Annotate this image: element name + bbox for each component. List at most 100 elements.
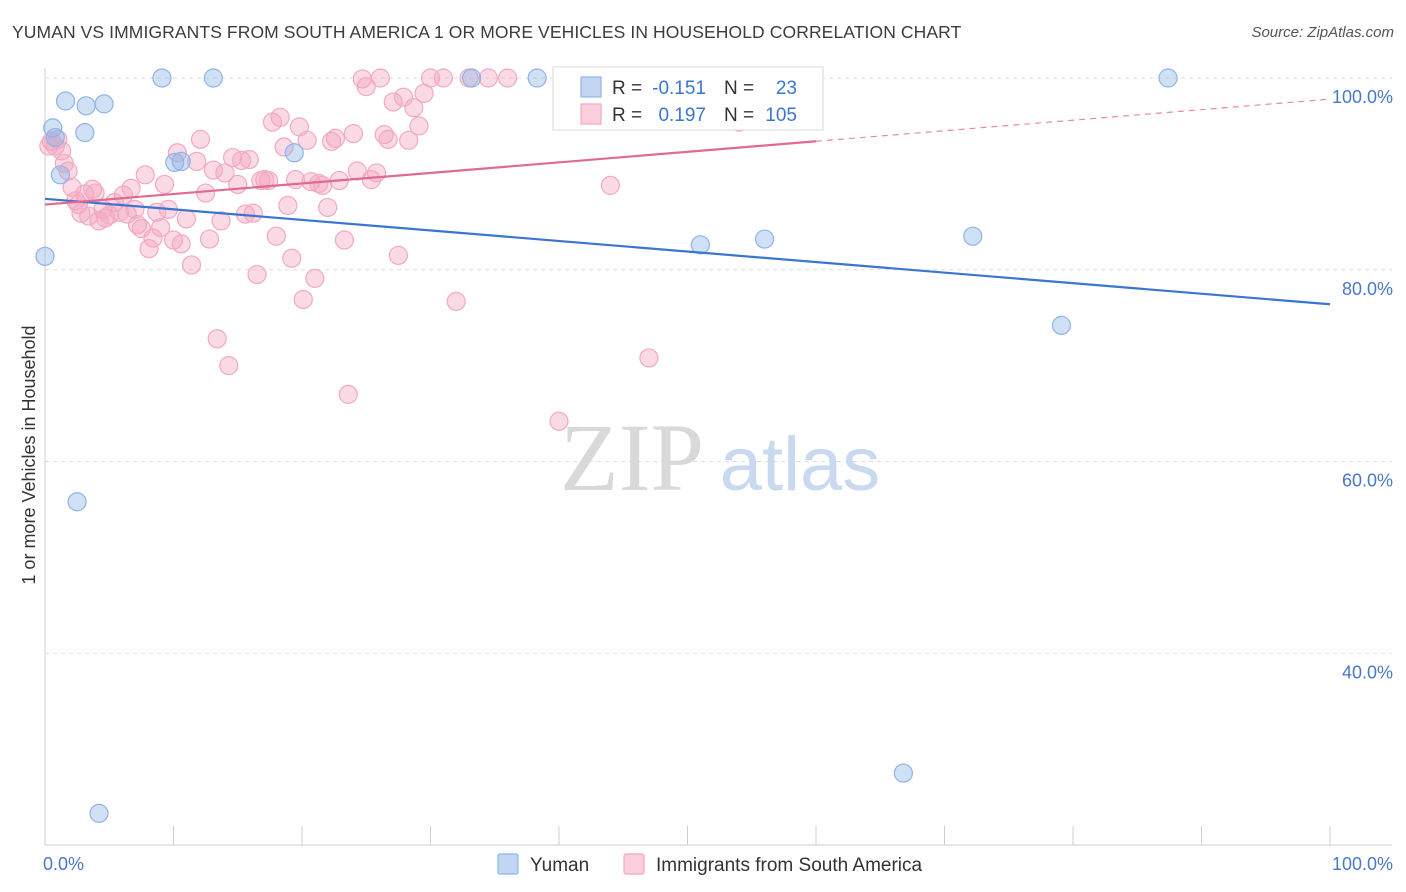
y-tick-label: 80.0% (1342, 279, 1393, 299)
immigrants-point (409, 116, 429, 136)
immigrants-point (383, 92, 403, 112)
r-value: 0.197 (658, 105, 706, 126)
immigrants-point (199, 229, 220, 249)
immigrants-point (366, 163, 387, 183)
n-value: 105 (765, 105, 797, 126)
series-legend: Yuman Immigrants from South America (497, 853, 923, 876)
y-tick-label: 40.0% (1342, 662, 1393, 682)
immigrants-point (293, 289, 313, 310)
yuman-point (1158, 68, 1178, 88)
x-tick-label: 100.0% (1332, 854, 1393, 874)
yuman-legend-swatch (497, 853, 519, 875)
immigrants-trend-line (44, 140, 817, 206)
immigrants-point (121, 178, 141, 198)
grid-lines (45, 77, 1392, 654)
yuman-point (75, 123, 95, 143)
r-label: R = (612, 105, 642, 126)
immigrants-point (270, 107, 290, 127)
immigrants-point (274, 137, 294, 157)
immigrants-point (498, 68, 518, 88)
watermark-atlas: atlas (720, 422, 881, 507)
immigrants-point (127, 215, 148, 235)
yuman-point (462, 68, 482, 88)
immigrants-point (211, 211, 231, 231)
immigrants-point (399, 130, 419, 150)
yuman-point (754, 229, 775, 249)
immigrants-point (325, 128, 346, 149)
immigrants-point (154, 174, 175, 195)
y-tick-label: 60.0% (1342, 471, 1393, 491)
immigrants-point (370, 68, 390, 88)
yuman-point (45, 127, 65, 148)
immigrants-point (338, 384, 358, 404)
immigrants-point (600, 175, 621, 195)
yuman-point (284, 143, 304, 163)
stats-legend: R = -0.151 N = 23 R = 0.197 N = 105 (552, 66, 824, 131)
immigrants-point (171, 234, 191, 254)
n-label: N = (724, 78, 754, 99)
yuman-point (55, 91, 76, 111)
immigrants-point (247, 264, 267, 285)
immigrants-point (312, 175, 333, 195)
immigrants-point (549, 411, 569, 431)
n-value: 23 (776, 78, 797, 99)
immigrants-swatch (580, 103, 602, 125)
immigrants-point (187, 151, 207, 172)
yuman-point (67, 492, 87, 512)
immigrants-point (305, 268, 325, 288)
yuman-point (165, 152, 185, 172)
immigrants-point (343, 124, 363, 144)
immigrants-point (151, 217, 171, 238)
immigrants-trend-extension (815, 98, 1331, 142)
yuman-point (152, 68, 172, 88)
immigrants-point (433, 68, 453, 88)
immigrants-point (446, 291, 466, 311)
y-axis-title: 1 or more Vehicles in Household (19, 325, 39, 584)
immigrants-legend-label: Immigrants from South America (656, 855, 923, 876)
immigrants-point (219, 356, 239, 376)
immigrants-point (143, 228, 163, 248)
immigrants-point (71, 203, 91, 223)
immigrants-point (478, 68, 498, 88)
immigrants-point (243, 203, 263, 223)
immigrants-point (176, 209, 196, 229)
immigrants-point (378, 129, 398, 149)
yuman-point (690, 235, 710, 255)
yuman-point (203, 68, 223, 88)
yuman-swatch (580, 76, 602, 98)
yuman-point (527, 68, 547, 88)
chart-title: YUMAN VS IMMIGRANTS FROM SOUTH AMERICA 1… (12, 22, 962, 42)
r-label: R = (612, 78, 642, 99)
yuman-point (35, 246, 55, 266)
yuman-point (171, 151, 191, 172)
immigrants-point (282, 248, 302, 268)
yuman-trend-line (44, 197, 1331, 306)
immigrants-point (334, 230, 355, 250)
immigrants-point (356, 77, 376, 97)
immigrants-point (228, 174, 248, 195)
immigrants-point (135, 165, 155, 185)
immigrants-point (266, 226, 286, 246)
immigrants-point (207, 329, 227, 349)
n-label: N = (724, 105, 754, 126)
immigrants-point (239, 149, 259, 170)
yuman-legend-label: Yuman (530, 855, 589, 876)
watermark-zip: ZIP (560, 404, 704, 511)
immigrants-legend-swatch (623, 853, 645, 875)
immigrants-point (181, 255, 202, 275)
source-label: Source: ZipAtlas.com (1251, 24, 1394, 41)
immigrants-point (393, 87, 414, 107)
x-tick-label: 0.0% (43, 854, 84, 874)
immigrants-point (318, 197, 338, 218)
immigrants-point (190, 129, 211, 149)
watermark: ZIP atlas (560, 404, 880, 511)
yuman-point (893, 763, 913, 783)
immigrants-point (215, 163, 235, 183)
data-points (35, 68, 1178, 823)
immigrants-point (278, 195, 298, 216)
yuman-point (963, 226, 983, 246)
immigrants-point (232, 150, 252, 171)
immigrants-point (203, 160, 223, 180)
axes (44, 68, 1392, 846)
